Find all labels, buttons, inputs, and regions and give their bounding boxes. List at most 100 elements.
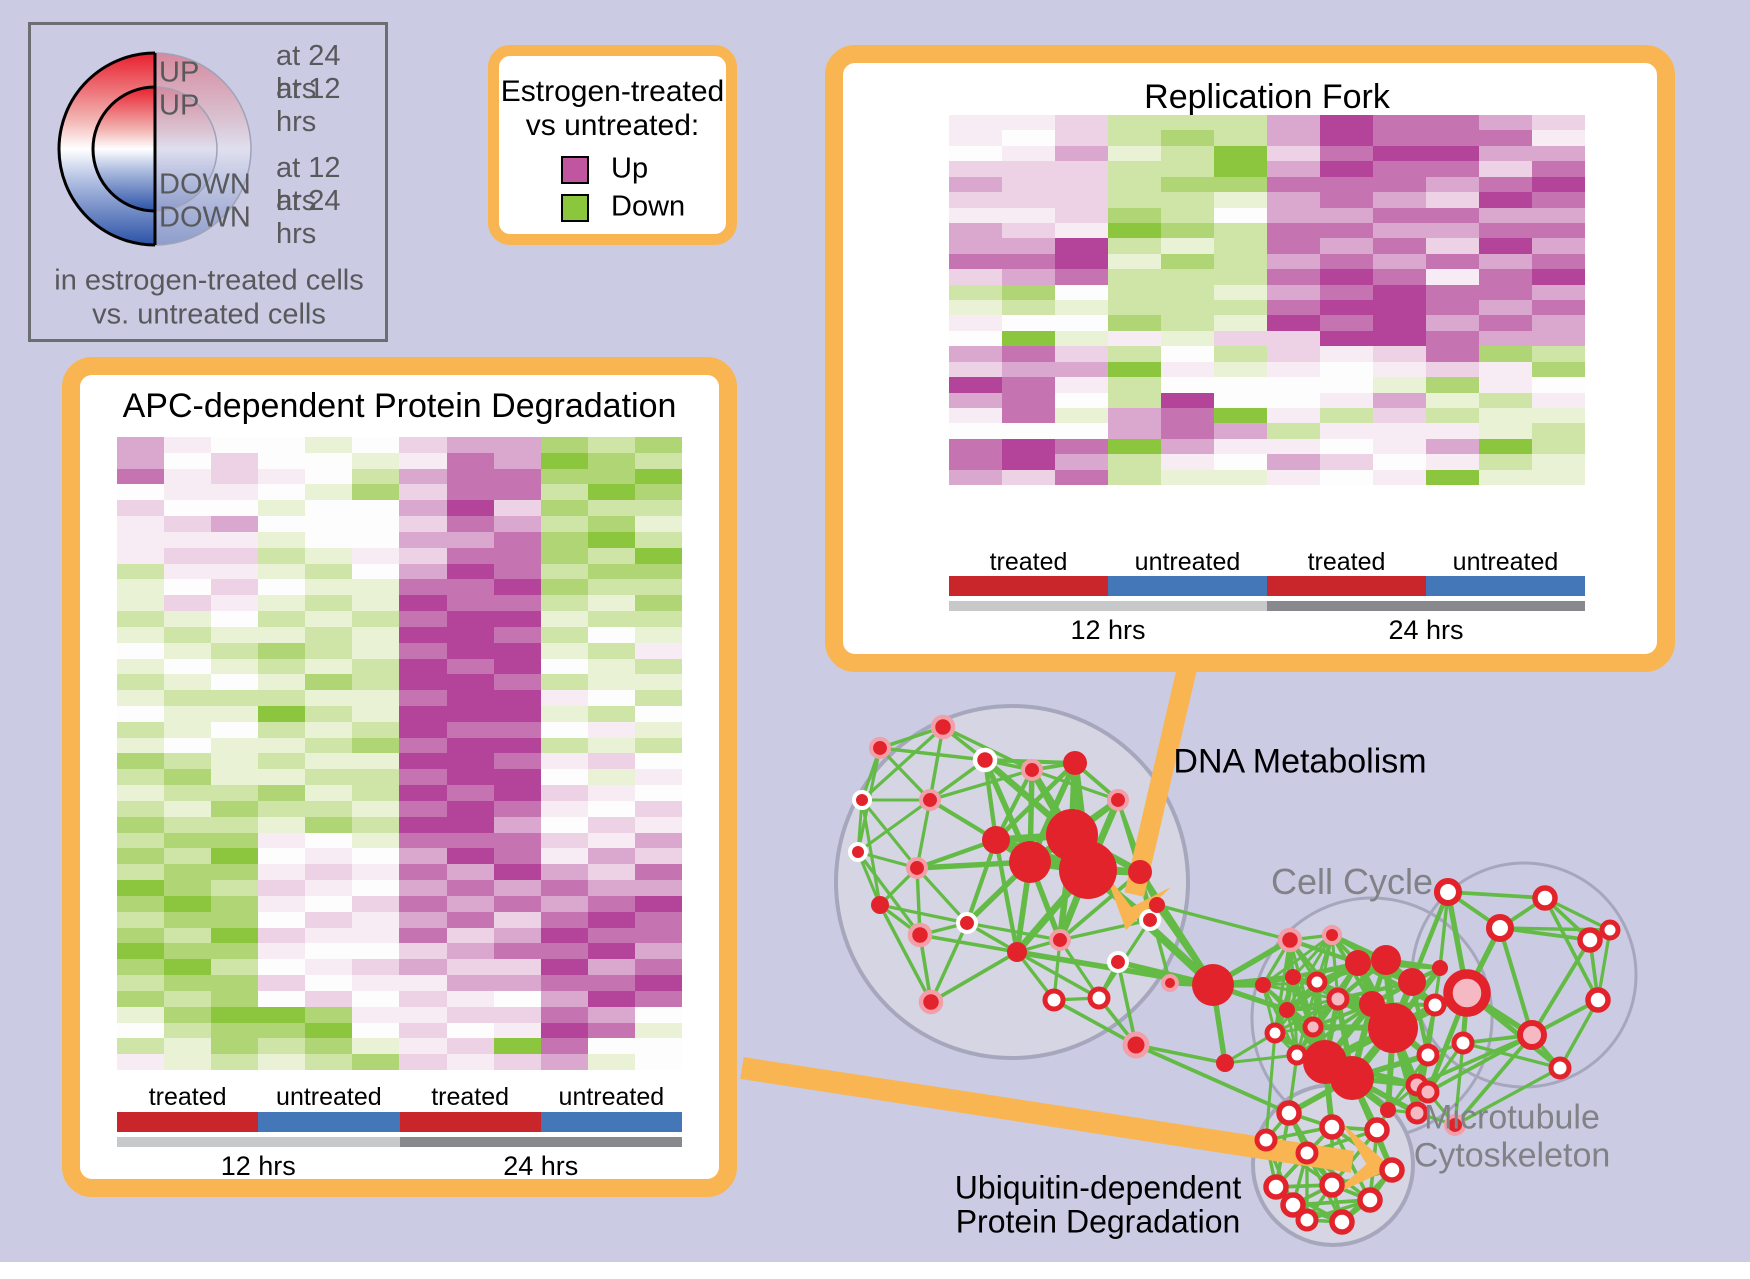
network-node[interactable] bbox=[1280, 1192, 1306, 1218]
network-node[interactable] bbox=[1192, 964, 1234, 1006]
heatmap-cell bbox=[1161, 192, 1214, 208]
network-node[interactable] bbox=[1263, 1174, 1289, 1200]
network-node[interactable] bbox=[1020, 758, 1044, 782]
heatmap-cell bbox=[211, 595, 259, 612]
heatmap-cell bbox=[446, 1038, 494, 1055]
heatmap-cell bbox=[164, 595, 212, 612]
network-node[interactable] bbox=[930, 714, 956, 740]
network-edge bbox=[1059, 918, 1151, 942]
network-node[interactable] bbox=[1416, 1043, 1440, 1067]
network-edge bbox=[1292, 1198, 1371, 1207]
heatmap-cell bbox=[211, 927, 259, 944]
network-node[interactable] bbox=[1364, 1117, 1390, 1143]
network-node[interactable] bbox=[848, 842, 868, 862]
down-12-word: DOWN bbox=[159, 168, 251, 201]
network-node[interactable] bbox=[868, 736, 892, 760]
network-node[interactable] bbox=[1149, 897, 1165, 913]
network-node[interactable] bbox=[1279, 1002, 1295, 1018]
network-node[interactable] bbox=[1443, 1113, 1467, 1137]
heatmap-cell bbox=[634, 611, 682, 627]
network-node[interactable] bbox=[1009, 841, 1051, 883]
heatmap-cell bbox=[164, 1038, 212, 1055]
network-node[interactable] bbox=[1322, 925, 1342, 945]
network-node[interactable] bbox=[1264, 1022, 1286, 1044]
heatmap-cell bbox=[493, 547, 541, 564]
network-node[interactable] bbox=[1087, 986, 1111, 1010]
heatmap-cell bbox=[211, 547, 259, 564]
network-node[interactable] bbox=[1254, 1128, 1278, 1152]
network-node[interactable] bbox=[1295, 1141, 1319, 1165]
network-node[interactable] bbox=[1286, 1044, 1308, 1066]
network-node[interactable] bbox=[1048, 928, 1072, 952]
network-node[interactable] bbox=[1405, 1101, 1429, 1125]
network-node[interactable] bbox=[1063, 751, 1087, 775]
network-node[interactable] bbox=[1379, 1157, 1405, 1183]
network-node[interactable] bbox=[972, 747, 998, 773]
network-node[interactable] bbox=[1485, 913, 1515, 943]
network-node[interactable] bbox=[1106, 950, 1130, 974]
network-node[interactable] bbox=[982, 826, 1010, 854]
network-node[interactable] bbox=[852, 790, 872, 810]
network-node[interactable] bbox=[1277, 927, 1303, 953]
network-node[interactable] bbox=[1577, 927, 1603, 953]
network-node[interactable] bbox=[1599, 919, 1621, 941]
network-node[interactable] bbox=[1423, 993, 1447, 1017]
network-node[interactable] bbox=[1451, 1031, 1475, 1055]
heatmap-cell bbox=[587, 579, 635, 596]
network-node[interactable] bbox=[1416, 1080, 1440, 1104]
network-node[interactable] bbox=[1398, 968, 1426, 996]
network-node[interactable] bbox=[1532, 885, 1558, 911]
network-node[interactable] bbox=[1380, 1102, 1396, 1118]
network-node[interactable] bbox=[1329, 1209, 1355, 1235]
network-node[interactable] bbox=[1443, 969, 1491, 1017]
network-node[interactable] bbox=[918, 788, 942, 812]
network-node[interactable] bbox=[1306, 971, 1328, 993]
network-node[interactable] bbox=[1161, 974, 1179, 992]
network-node[interactable] bbox=[918, 989, 944, 1015]
network-node[interactable] bbox=[1345, 950, 1371, 976]
heatmap-cell bbox=[949, 454, 1002, 470]
heatmap-cell bbox=[587, 848, 635, 865]
rep-time-label-12: 12 hrs bbox=[1070, 615, 1146, 645]
network-node[interactable] bbox=[1368, 1003, 1418, 1053]
network-node[interactable] bbox=[1517, 1020, 1547, 1050]
network-node[interactable] bbox=[1138, 908, 1162, 932]
network-node[interactable] bbox=[1433, 877, 1463, 907]
heatmap-cell bbox=[1108, 300, 1161, 316]
heatmap-cell bbox=[1373, 423, 1426, 439]
network-node[interactable] bbox=[1585, 987, 1611, 1013]
network-node[interactable] bbox=[1255, 977, 1271, 993]
heatmap-cell bbox=[1055, 238, 1108, 254]
network-node[interactable] bbox=[1319, 1172, 1345, 1198]
network-node[interactable] bbox=[905, 856, 929, 880]
network-node[interactable] bbox=[955, 911, 979, 935]
apc-time-label-24: 24 hrs bbox=[503, 1151, 579, 1181]
network-node[interactable] bbox=[1357, 1187, 1383, 1213]
network-node[interactable] bbox=[1106, 788, 1130, 812]
network-node[interactable] bbox=[1319, 1114, 1345, 1140]
network-node[interactable] bbox=[1007, 942, 1027, 962]
network-node[interactable] bbox=[1548, 1056, 1572, 1080]
network-node[interactable] bbox=[1295, 1208, 1319, 1232]
heatmap-cell bbox=[1426, 330, 1479, 347]
network-node[interactable] bbox=[907, 922, 933, 948]
network-node[interactable] bbox=[871, 896, 889, 914]
network-node[interactable] bbox=[1330, 1056, 1374, 1100]
network-node[interactable] bbox=[1122, 1031, 1150, 1059]
heatmap-cell bbox=[258, 880, 306, 896]
network-node[interactable] bbox=[1128, 860, 1152, 884]
network-node[interactable] bbox=[1216, 1054, 1234, 1072]
heatmap-cell bbox=[1479, 454, 1532, 470]
network-node[interactable] bbox=[1276, 1100, 1302, 1126]
heatmap-cell bbox=[493, 959, 541, 976]
heatmap-cell bbox=[1320, 192, 1373, 208]
network-node[interactable] bbox=[1302, 1016, 1324, 1038]
network-node[interactable] bbox=[1326, 987, 1350, 1011]
network-node[interactable] bbox=[1059, 841, 1117, 899]
heatmap-cell bbox=[1108, 145, 1161, 162]
network-node[interactable] bbox=[1042, 988, 1066, 1012]
network-node[interactable] bbox=[1285, 969, 1301, 985]
heatmap-cell bbox=[164, 975, 212, 991]
network-node[interactable] bbox=[1432, 960, 1448, 976]
network-node[interactable] bbox=[1371, 945, 1401, 975]
